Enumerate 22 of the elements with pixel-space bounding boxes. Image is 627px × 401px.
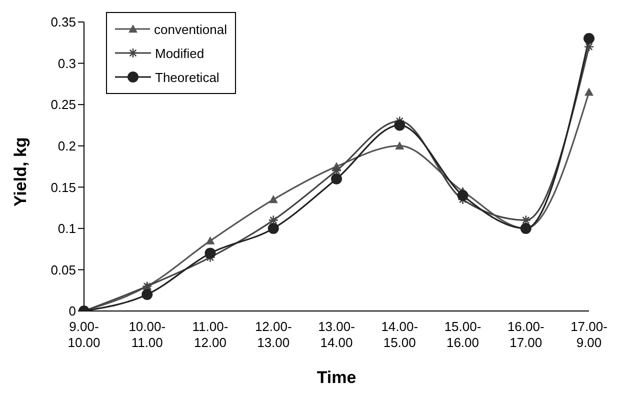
legend-label: conventional	[154, 22, 227, 36]
x-tick-label: 12.00-13.00	[254, 319, 292, 350]
x-tick-label: 15.00-16.00	[444, 319, 482, 350]
legend-label: Theoretical	[155, 70, 220, 84]
x-axis-title: Time	[316, 368, 356, 387]
y-tick-label: 0	[68, 304, 76, 319]
legend-label: Modified	[155, 46, 204, 60]
x-tick-label: 14.00-15.00	[381, 319, 418, 350]
x-tick-label: 17.00-9.00	[570, 319, 608, 350]
y-tick-label: 0.2	[58, 138, 76, 154]
y-tick-label: 0.15	[50, 180, 76, 195]
x-tick-label: 16.00-17.00	[507, 319, 544, 350]
y-tick-label: 0.3	[58, 56, 76, 71]
x-tick-label: 11.00-12.00	[192, 319, 228, 350]
x-tick-label: 9.00-10.00	[68, 319, 100, 350]
y-tick-label: 0.35	[50, 14, 76, 30]
x-tick-label: 13.00-14.00	[318, 319, 355, 350]
y-axis-title: Yield, kg	[11, 137, 30, 206]
y-tick-label: 0.05	[50, 262, 76, 278]
x-tick-label: 10.00-11.00	[128, 319, 166, 350]
y-tick-label: 0.1	[58, 221, 76, 236]
y-tick-label: 0.25	[50, 97, 76, 112]
